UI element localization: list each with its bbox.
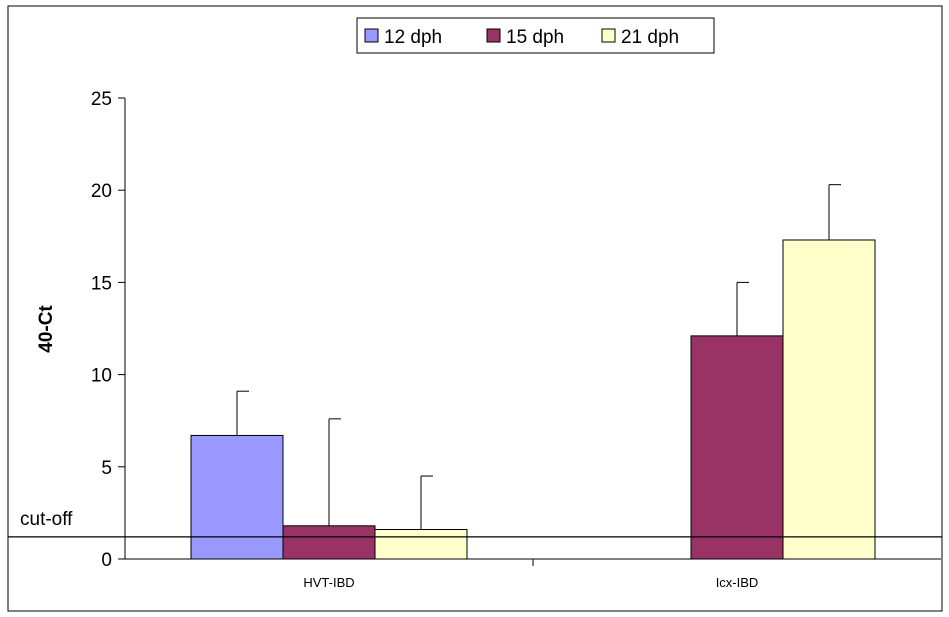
y-tick-label: 20 [91, 181, 112, 202]
cutoff-annotation: cut-off [8, 509, 942, 538]
legend-swatch [364, 28, 379, 43]
error-bars [236, 184, 841, 530]
cutoff-label: cut-off [20, 509, 73, 530]
y-tick-label: 0 [101, 550, 112, 571]
x-ticks: HVT-IBD Icx-IBD [303, 559, 758, 590]
x-tick-label: HVT-IBD [303, 575, 354, 590]
legend-box [356, 17, 715, 54]
legend-label: 15 dph [506, 27, 564, 48]
bars [190, 239, 876, 560]
x-tick-label: Icx-IBD [716, 575, 759, 590]
bar-21-dph [782, 239, 876, 560]
y-tick-label: 5 [101, 458, 112, 479]
bar-15-dph [282, 525, 376, 560]
legend: 12 dph 15 dph 21 dph [356, 17, 715, 54]
bar-15-dph [690, 335, 784, 560]
bar-21-dph [374, 528, 468, 560]
legend-label: 21 dph [621, 27, 679, 48]
y-ticks: 0 5 10 15 20 25 [91, 89, 125, 571]
y-tick-label: 15 [91, 273, 112, 294]
legend-swatch [486, 28, 501, 43]
y-axis-label: 40-Ct [36, 305, 57, 353]
y-tick-label: 10 [91, 366, 112, 387]
legend-label: 12 dph [384, 27, 442, 48]
legend-swatch [601, 28, 616, 43]
y-tick-label: 25 [91, 89, 112, 110]
bar-12-dph [190, 434, 284, 560]
